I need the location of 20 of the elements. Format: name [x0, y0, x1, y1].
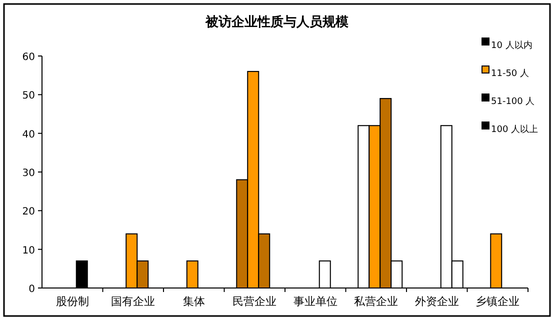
x-tick-label: 乡镇企业 — [476, 295, 520, 308]
y-tick-label: 30 — [22, 168, 35, 179]
x-tick-label: 股份制 — [56, 295, 89, 308]
x-tick-label: 事业单位 — [293, 295, 338, 308]
y-tick-label: 60 — [22, 52, 35, 63]
x-tick-label: 外资企业 — [414, 295, 459, 308]
y-tick-label: 40 — [22, 129, 35, 140]
x-tick-label: 民营企业 — [232, 295, 277, 308]
x-tick-label: 国有企业 — [111, 295, 156, 308]
legend-label: 51-100 人 — [491, 96, 536, 108]
y-tick-label: 10 — [22, 245, 35, 256]
y-tick-label: 50 — [22, 90, 35, 102]
legend-label: 10 人以内 — [491, 40, 534, 52]
x-tick-label: 私营企业 — [354, 295, 398, 308]
y-tick-label: 20 — [22, 206, 35, 218]
chart-title: 被访企业性质与人员规模 — [204, 14, 348, 30]
y-tick-label: 0 — [28, 284, 35, 295]
legend-label: 11-50 人 — [491, 68, 530, 80]
legend-label: 100 人以上 — [491, 124, 539, 136]
x-tick-label: 集体 — [182, 295, 205, 308]
